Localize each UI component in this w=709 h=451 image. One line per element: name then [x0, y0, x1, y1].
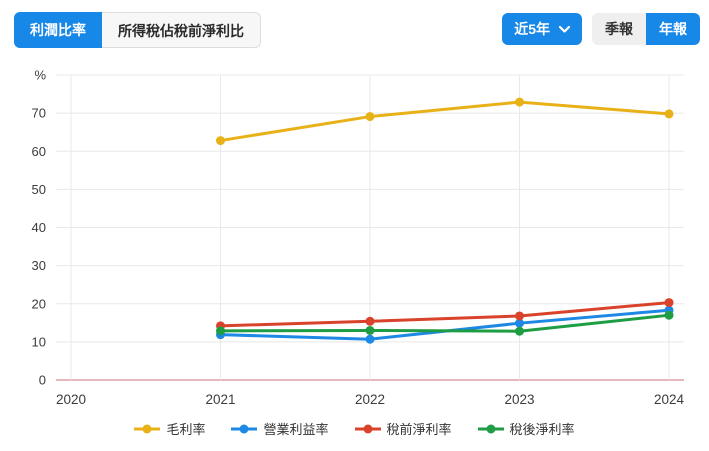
y-axis-label: 0	[39, 373, 46, 388]
series-line	[219, 301, 671, 328]
range-dropdown-label: 近5年	[514, 21, 550, 37]
data-point-marker	[365, 316, 375, 326]
chart-legend: 毛利率 營業利益率 稅前淨利率 稅後淨利率	[0, 419, 709, 438]
range-controls: 近5年 季報 年報	[502, 13, 700, 45]
y-axis-label: 10	[32, 334, 46, 349]
period-yearly-button[interactable]: 年報	[646, 13, 700, 45]
data-point-marker	[515, 97, 524, 107]
y-axis-label: 60	[32, 144, 46, 159]
legend-label: 毛利率	[166, 422, 206, 437]
data-point-marker	[515, 326, 524, 336]
data-point-marker	[515, 311, 524, 321]
chevron-down-icon	[559, 25, 570, 33]
legend-label: 稅後淨利率	[509, 422, 575, 437]
y-axis-label: 70	[32, 106, 46, 121]
y-axis-label: 50	[32, 182, 46, 197]
chart-toolbar: 利潤比率 所得稅佔稅前淨利比 近5年 季報 年報	[0, 0, 709, 48]
legend-label: 稅前淨利率	[386, 422, 452, 437]
period-quarterly-button[interactable]: 季報	[592, 13, 646, 45]
legend-item-1[interactable]: 營業利益率	[231, 419, 329, 438]
data-point-marker	[515, 318, 524, 328]
chart-canvas: 0 10 20 30 40 50 60 70% 2020 2021 2022 2023 2024	[32, 68, 685, 408]
x-axis-label: 2022	[355, 392, 385, 407]
data-point-marker	[216, 326, 225, 336]
data-point-marker	[216, 136, 225, 146]
legend-item-0[interactable]: 毛利率	[134, 419, 205, 438]
y-axis-label: 20	[32, 296, 46, 311]
data-point-marker	[365, 325, 375, 335]
data-point-marker	[365, 334, 375, 344]
x-axis-label: 2020	[56, 392, 86, 407]
legend-marker-icon	[134, 424, 161, 433]
period-toggle: 季報 年報	[592, 13, 700, 45]
legend-item-2[interactable]: 稅前淨利率	[354, 419, 452, 438]
series-line	[219, 313, 671, 333]
data-point-marker	[664, 310, 674, 320]
legend-label: 營業利益率	[263, 422, 329, 437]
data-point-marker	[664, 298, 674, 308]
legend-marker-icon	[231, 424, 258, 433]
x-axis-label: 2021	[205, 392, 235, 407]
data-point-marker	[664, 109, 674, 119]
profit-ratio-chart: 0 10 20 30 40 50 60 70% 2020 2021 2022 2023 2024	[0, 60, 709, 417]
tab-income-tax-to-pretax-profit[interactable]: 所得稅佔稅前淨利比	[102, 12, 261, 48]
x-axis-label: 2023	[504, 392, 534, 407]
tab-profit-ratio[interactable]: 利潤比率	[14, 12, 102, 48]
x-axis-label: 2024	[654, 392, 685, 407]
range-dropdown[interactable]: 近5年	[502, 13, 582, 45]
legend-marker-icon	[354, 424, 381, 433]
legend-marker-icon	[477, 424, 504, 433]
y-axis-label: 40	[32, 220, 46, 235]
y-axis-label: %	[34, 68, 46, 83]
series-line	[219, 100, 671, 143]
data-point-marker	[365, 112, 375, 122]
metric-tab-group: 利潤比率 所得稅佔稅前淨利比	[14, 12, 261, 48]
y-axis-label: 30	[32, 258, 46, 273]
legend-item-3[interactable]: 稅後淨利率	[477, 419, 575, 438]
